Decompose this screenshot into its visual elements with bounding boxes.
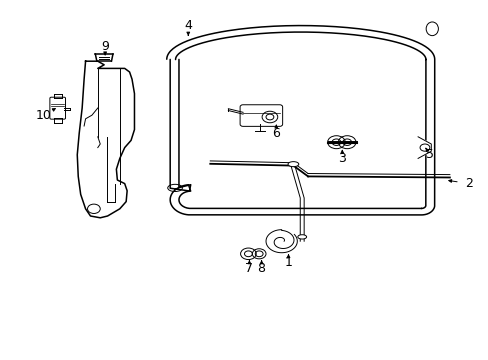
Polygon shape	[417, 137, 430, 158]
Text: 7: 7	[245, 262, 253, 275]
Text: 4: 4	[184, 19, 192, 32]
Text: 9: 9	[101, 40, 109, 53]
Ellipse shape	[297, 235, 306, 239]
Ellipse shape	[287, 162, 298, 167]
Text: 2: 2	[465, 177, 472, 190]
Text: 6: 6	[272, 127, 280, 140]
Text: 5: 5	[426, 148, 433, 161]
Text: 8: 8	[257, 262, 265, 275]
Text: 3: 3	[338, 152, 346, 165]
Text: 10: 10	[36, 109, 52, 122]
Text: 1: 1	[284, 256, 292, 269]
